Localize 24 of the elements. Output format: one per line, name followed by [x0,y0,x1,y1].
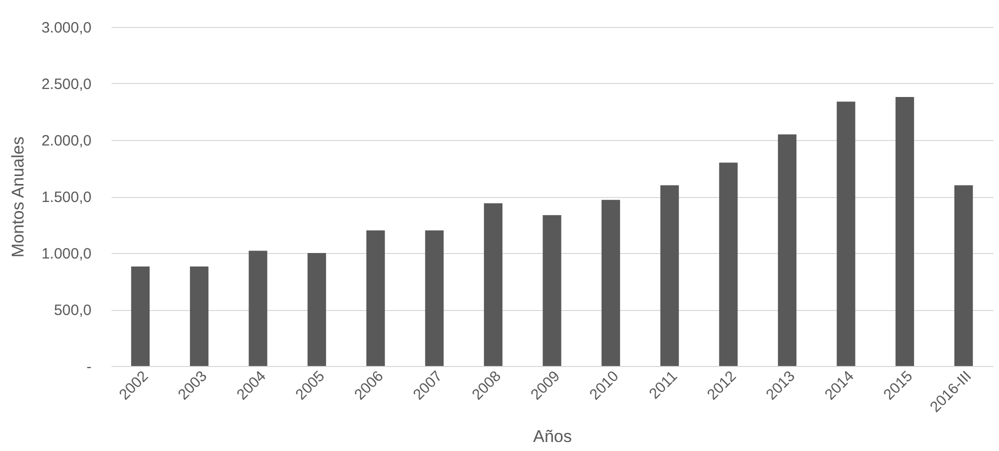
bar [719,162,738,366]
bar [248,250,268,366]
bar [131,266,150,366]
bar [954,185,973,366]
y-tick-label: 1.500,0 [41,189,92,206]
y-tick-label: 500,0 [54,302,92,319]
bar [366,230,385,366]
bar [660,185,679,366]
bar [602,200,620,366]
bar [484,203,502,366]
y-tick-label: 2.000,0 [41,132,92,150]
bar [896,97,914,366]
y-tick-label: - [86,358,92,376]
y-tick-label: 1.000,0 [41,246,92,262]
bar [836,102,856,366]
bar [190,266,208,366]
x-axis-title: Años [533,427,572,446]
y-tick-label: 2.500,0 [41,76,92,93]
bar [778,134,796,366]
bar [308,253,326,366]
bar [425,230,444,366]
bar [542,215,562,366]
y-axis-title: Montos Anuales [8,136,28,258]
y-tick-label: 3.000,0 [41,20,92,36]
